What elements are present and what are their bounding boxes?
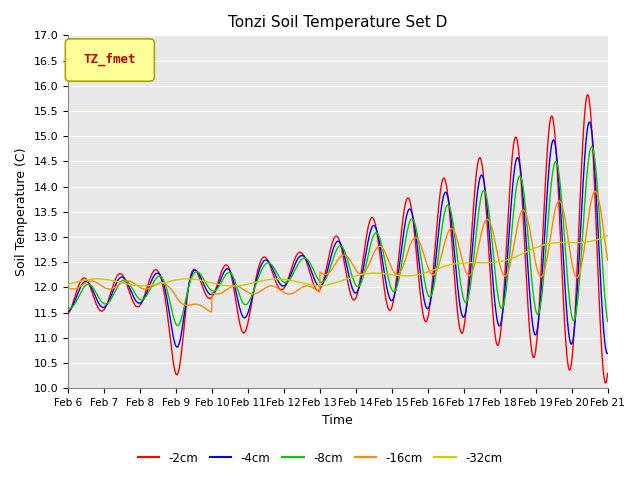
-16cm xyxy=(314,288,322,294)
Legend: -2cm, -4cm, -8cm, -16cm, -32cm: -2cm, -4cm, -8cm, -16cm, -32cm xyxy=(133,447,507,469)
-16cm xyxy=(64,285,72,290)
-4cm xyxy=(604,350,611,356)
-4cm xyxy=(106,296,114,302)
-4cm xyxy=(371,224,379,229)
-32cm xyxy=(604,233,611,239)
-8cm xyxy=(305,258,312,264)
-8cm xyxy=(64,305,72,311)
-2cm xyxy=(106,293,114,299)
-32cm xyxy=(106,277,114,283)
-4cm xyxy=(293,257,301,263)
-32cm xyxy=(372,270,380,276)
-4cm xyxy=(128,290,136,296)
-4cm xyxy=(304,260,312,266)
-2cm xyxy=(293,252,301,257)
-8cm xyxy=(372,230,380,236)
-2cm xyxy=(371,221,379,227)
FancyBboxPatch shape xyxy=(65,39,154,81)
-4cm xyxy=(314,282,322,288)
-2cm xyxy=(602,380,609,386)
-16cm xyxy=(208,309,216,315)
-2cm xyxy=(314,288,322,293)
-16cm xyxy=(591,189,599,194)
-4cm xyxy=(586,119,593,125)
-32cm xyxy=(305,281,312,287)
-8cm xyxy=(174,323,182,328)
-4cm xyxy=(604,350,611,356)
-8cm xyxy=(588,144,596,150)
-16cm xyxy=(604,257,611,263)
-32cm xyxy=(64,281,72,287)
-2cm xyxy=(304,264,312,270)
Line: -32cm: -32cm xyxy=(68,236,607,286)
Y-axis label: Soil Temperature (C): Soil Temperature (C) xyxy=(15,147,28,276)
Line: -8cm: -8cm xyxy=(68,147,607,325)
-2cm xyxy=(584,92,591,98)
Line: -2cm: -2cm xyxy=(68,95,607,383)
-8cm xyxy=(128,285,136,291)
-16cm xyxy=(106,286,114,292)
-8cm xyxy=(604,319,611,324)
-32cm xyxy=(228,283,236,289)
-8cm xyxy=(294,263,301,268)
-16cm xyxy=(128,279,136,285)
-8cm xyxy=(106,298,114,304)
Line: -4cm: -4cm xyxy=(68,122,607,353)
-32cm xyxy=(294,279,301,285)
Text: TZ_fmet: TZ_fmet xyxy=(84,52,136,66)
-2cm xyxy=(128,296,136,301)
X-axis label: Time: Time xyxy=(323,414,353,427)
-8cm xyxy=(314,276,322,282)
-32cm xyxy=(128,282,136,288)
-16cm xyxy=(372,247,380,253)
Line: -16cm: -16cm xyxy=(68,192,607,312)
Title: Tonzi Soil Temperature Set D: Tonzi Soil Temperature Set D xyxy=(228,15,447,30)
-32cm xyxy=(314,283,322,288)
-16cm xyxy=(294,288,301,293)
-2cm xyxy=(64,311,72,317)
-2cm xyxy=(604,371,611,376)
-4cm xyxy=(64,309,72,314)
-16cm xyxy=(305,283,312,289)
